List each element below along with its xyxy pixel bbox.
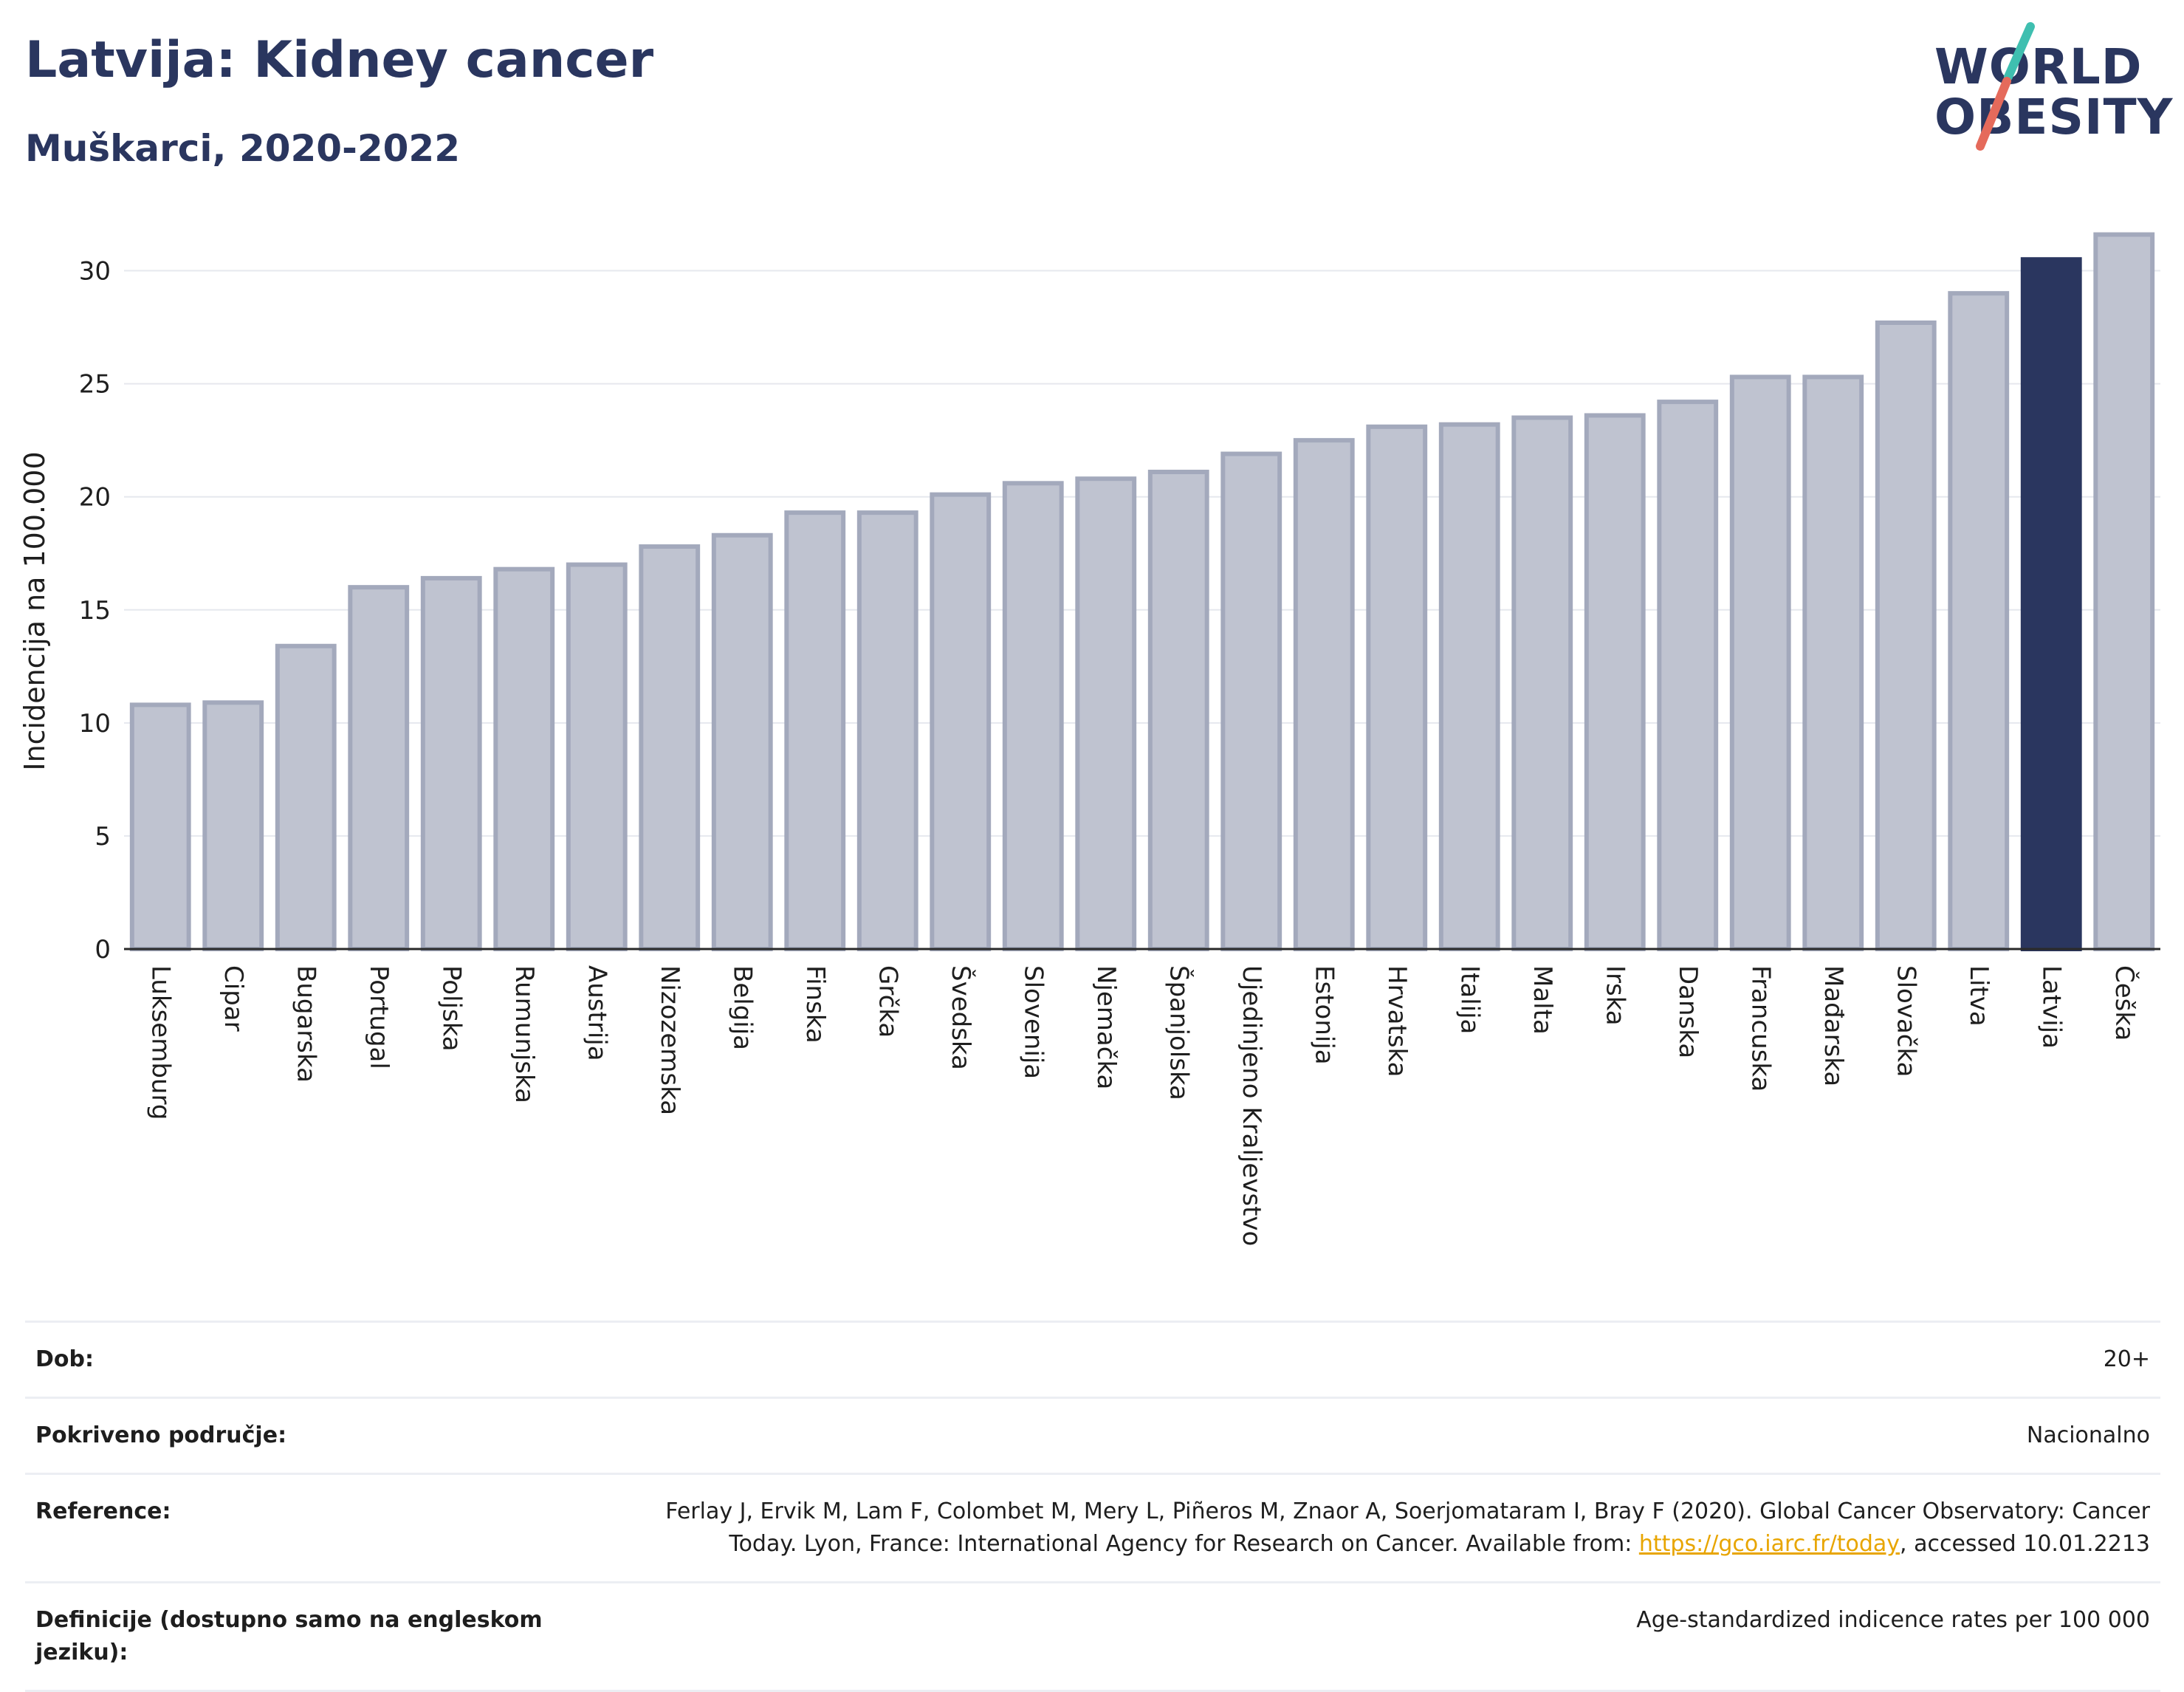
bar-belgija xyxy=(711,532,773,951)
y-tick-label: 30 xyxy=(79,257,111,287)
bar-malta xyxy=(1511,415,1573,951)
bar-litva xyxy=(1948,291,2010,951)
x-tick-label: Nizozemska xyxy=(655,965,684,1115)
age-value: 20+ xyxy=(2103,1346,2150,1372)
bar-portugal xyxy=(348,585,410,952)
x-tick-label: Njemačka xyxy=(1091,965,1121,1089)
x-tick-label: Slovenija xyxy=(1018,965,1048,1079)
bar-švedska xyxy=(930,492,992,951)
bar-luksemburg xyxy=(129,702,191,951)
definition-value: Age-standardized indicence rates per 100… xyxy=(1636,1607,2150,1633)
x-tick-label: Švedska xyxy=(946,965,976,1070)
bar-mađarska xyxy=(1802,374,1864,951)
x-tick-label: Slovačka xyxy=(1891,965,1920,1077)
x-tick-label: Hrvatska xyxy=(1382,965,1412,1077)
logo-slash-icon xyxy=(1976,22,2035,151)
bar-rumunjska xyxy=(493,566,555,951)
reference-value: Ferlay J, Ervik M, Lam F, Colombet M, Me… xyxy=(600,1496,2150,1561)
x-tick-label: Italija xyxy=(1455,965,1484,1034)
world-obesity-logo: WORLD OBESITY xyxy=(1920,22,2174,155)
bar-hrvatska xyxy=(1366,424,1428,951)
coverage-label: Pokriveno područje: xyxy=(35,1422,287,1448)
y-axis-label: Incidencija na 100.000 xyxy=(18,451,51,770)
bar-danska xyxy=(1657,400,1719,952)
bar-chart: 0 5 10 15 20 25 30 Luksemburg Cipar Bugarska Port… xyxy=(18,232,2160,1246)
reference-label: Reference: xyxy=(35,1499,171,1524)
x-tick-label: Malta xyxy=(1528,965,1557,1035)
x-tick-label: Estonija xyxy=(1309,965,1339,1065)
bar-irska xyxy=(1584,413,1646,951)
bar-italija xyxy=(1438,422,1500,951)
bar-njemačka xyxy=(1075,476,1137,951)
info-table: Dob: 20+ Pokriveno područje: Nacionalno … xyxy=(25,1321,2160,1692)
bar-francuska xyxy=(1729,374,1791,951)
bar-ujedinjeno-kraljevstvo xyxy=(1220,451,1282,951)
bar-cipar xyxy=(202,700,264,951)
y-tick-label: 25 xyxy=(79,370,111,400)
bar-latvija xyxy=(2020,257,2082,951)
bar-poljska xyxy=(420,575,482,952)
info-row-definition: Definicije (dostupno samo na engleskom j… xyxy=(25,1581,2160,1692)
bar-austrija xyxy=(566,562,628,951)
x-tick-labels: Luksemburg Cipar Bugarska Portugal Poljska Ru… xyxy=(145,965,2140,1246)
x-tick-label: Finska xyxy=(800,965,830,1044)
x-tick-label: Litva xyxy=(1964,965,1994,1027)
x-tick-label: Rumunjska xyxy=(509,965,539,1103)
x-tick-label: Cipar xyxy=(219,965,248,1032)
bars xyxy=(129,232,2155,952)
x-tick-label: Grčka xyxy=(873,965,902,1038)
info-row-age: Dob: 20+ xyxy=(25,1321,2160,1397)
x-tick-label: Češka xyxy=(2109,965,2140,1041)
x-tick-label: Španjolska xyxy=(1164,965,1194,1100)
y-tick-label: 10 xyxy=(79,709,111,739)
x-tick-label: Luksemburg xyxy=(145,965,175,1120)
x-tick-label: Bugarska xyxy=(291,965,320,1083)
definition-label: Definicije (dostupno samo na engleskom j… xyxy=(35,1607,543,1665)
x-tick-label: Poljska xyxy=(436,965,466,1052)
reference-link[interactable]: https://gco.iarc.fr/today xyxy=(1638,1531,1900,1557)
x-tick-label: Francuska xyxy=(1745,965,1775,1092)
bar-španjolska xyxy=(1147,470,1209,951)
info-row-reference: Reference: Ferlay J, Ervik M, Lam F, Col… xyxy=(25,1473,2160,1581)
y-tick-label: 20 xyxy=(79,483,111,513)
bar-estonija xyxy=(1293,438,1355,951)
reference-text: Ferlay J, Ervik M, Lam F, Colombet M, Me… xyxy=(665,1499,2150,1557)
y-tick-label: 0 xyxy=(95,935,111,965)
logo-line-2: OBESITY xyxy=(1934,89,2174,145)
chart-title: Latvija: Kidney cancer xyxy=(25,31,654,89)
x-tick-label: Latvija xyxy=(2036,965,2066,1049)
x-tick-label: Mađarska xyxy=(1819,965,1848,1086)
x-tick-label: Belgija xyxy=(727,965,757,1050)
x-tick-label: Portugal xyxy=(364,965,394,1069)
bar-češka xyxy=(2093,232,2155,952)
bar-slovačka xyxy=(1875,320,1937,951)
bar-grčka xyxy=(856,510,918,952)
x-tick-label: Austrija xyxy=(582,965,611,1061)
bar-finska xyxy=(784,510,846,952)
x-tick-label: Danska xyxy=(1673,965,1703,1058)
bar-slovenija xyxy=(1002,481,1064,952)
y-tick-label: 5 xyxy=(95,822,111,852)
coverage-value: Nacionalno xyxy=(2026,1422,2150,1448)
x-tick-label: Irska xyxy=(1600,965,1630,1026)
bar-bugarska xyxy=(275,643,337,951)
chart-subtitle: Muškarci, 2020-2022 xyxy=(25,127,461,170)
logo-line-1: WORLD xyxy=(1934,38,2143,95)
x-tick-label: Ujedinjeno Kraljevstvo xyxy=(1237,965,1266,1246)
y-tick-labels: 0 5 10 15 20 25 30 xyxy=(79,257,111,965)
reference-accessed: , accessed 10.01.2213 xyxy=(1900,1531,2150,1557)
info-row-coverage: Pokriveno područje: Nacionalno xyxy=(25,1397,2160,1473)
bar-nizozemska xyxy=(639,544,701,951)
y-tick-label: 15 xyxy=(79,596,111,626)
age-label: Dob: xyxy=(35,1346,94,1372)
